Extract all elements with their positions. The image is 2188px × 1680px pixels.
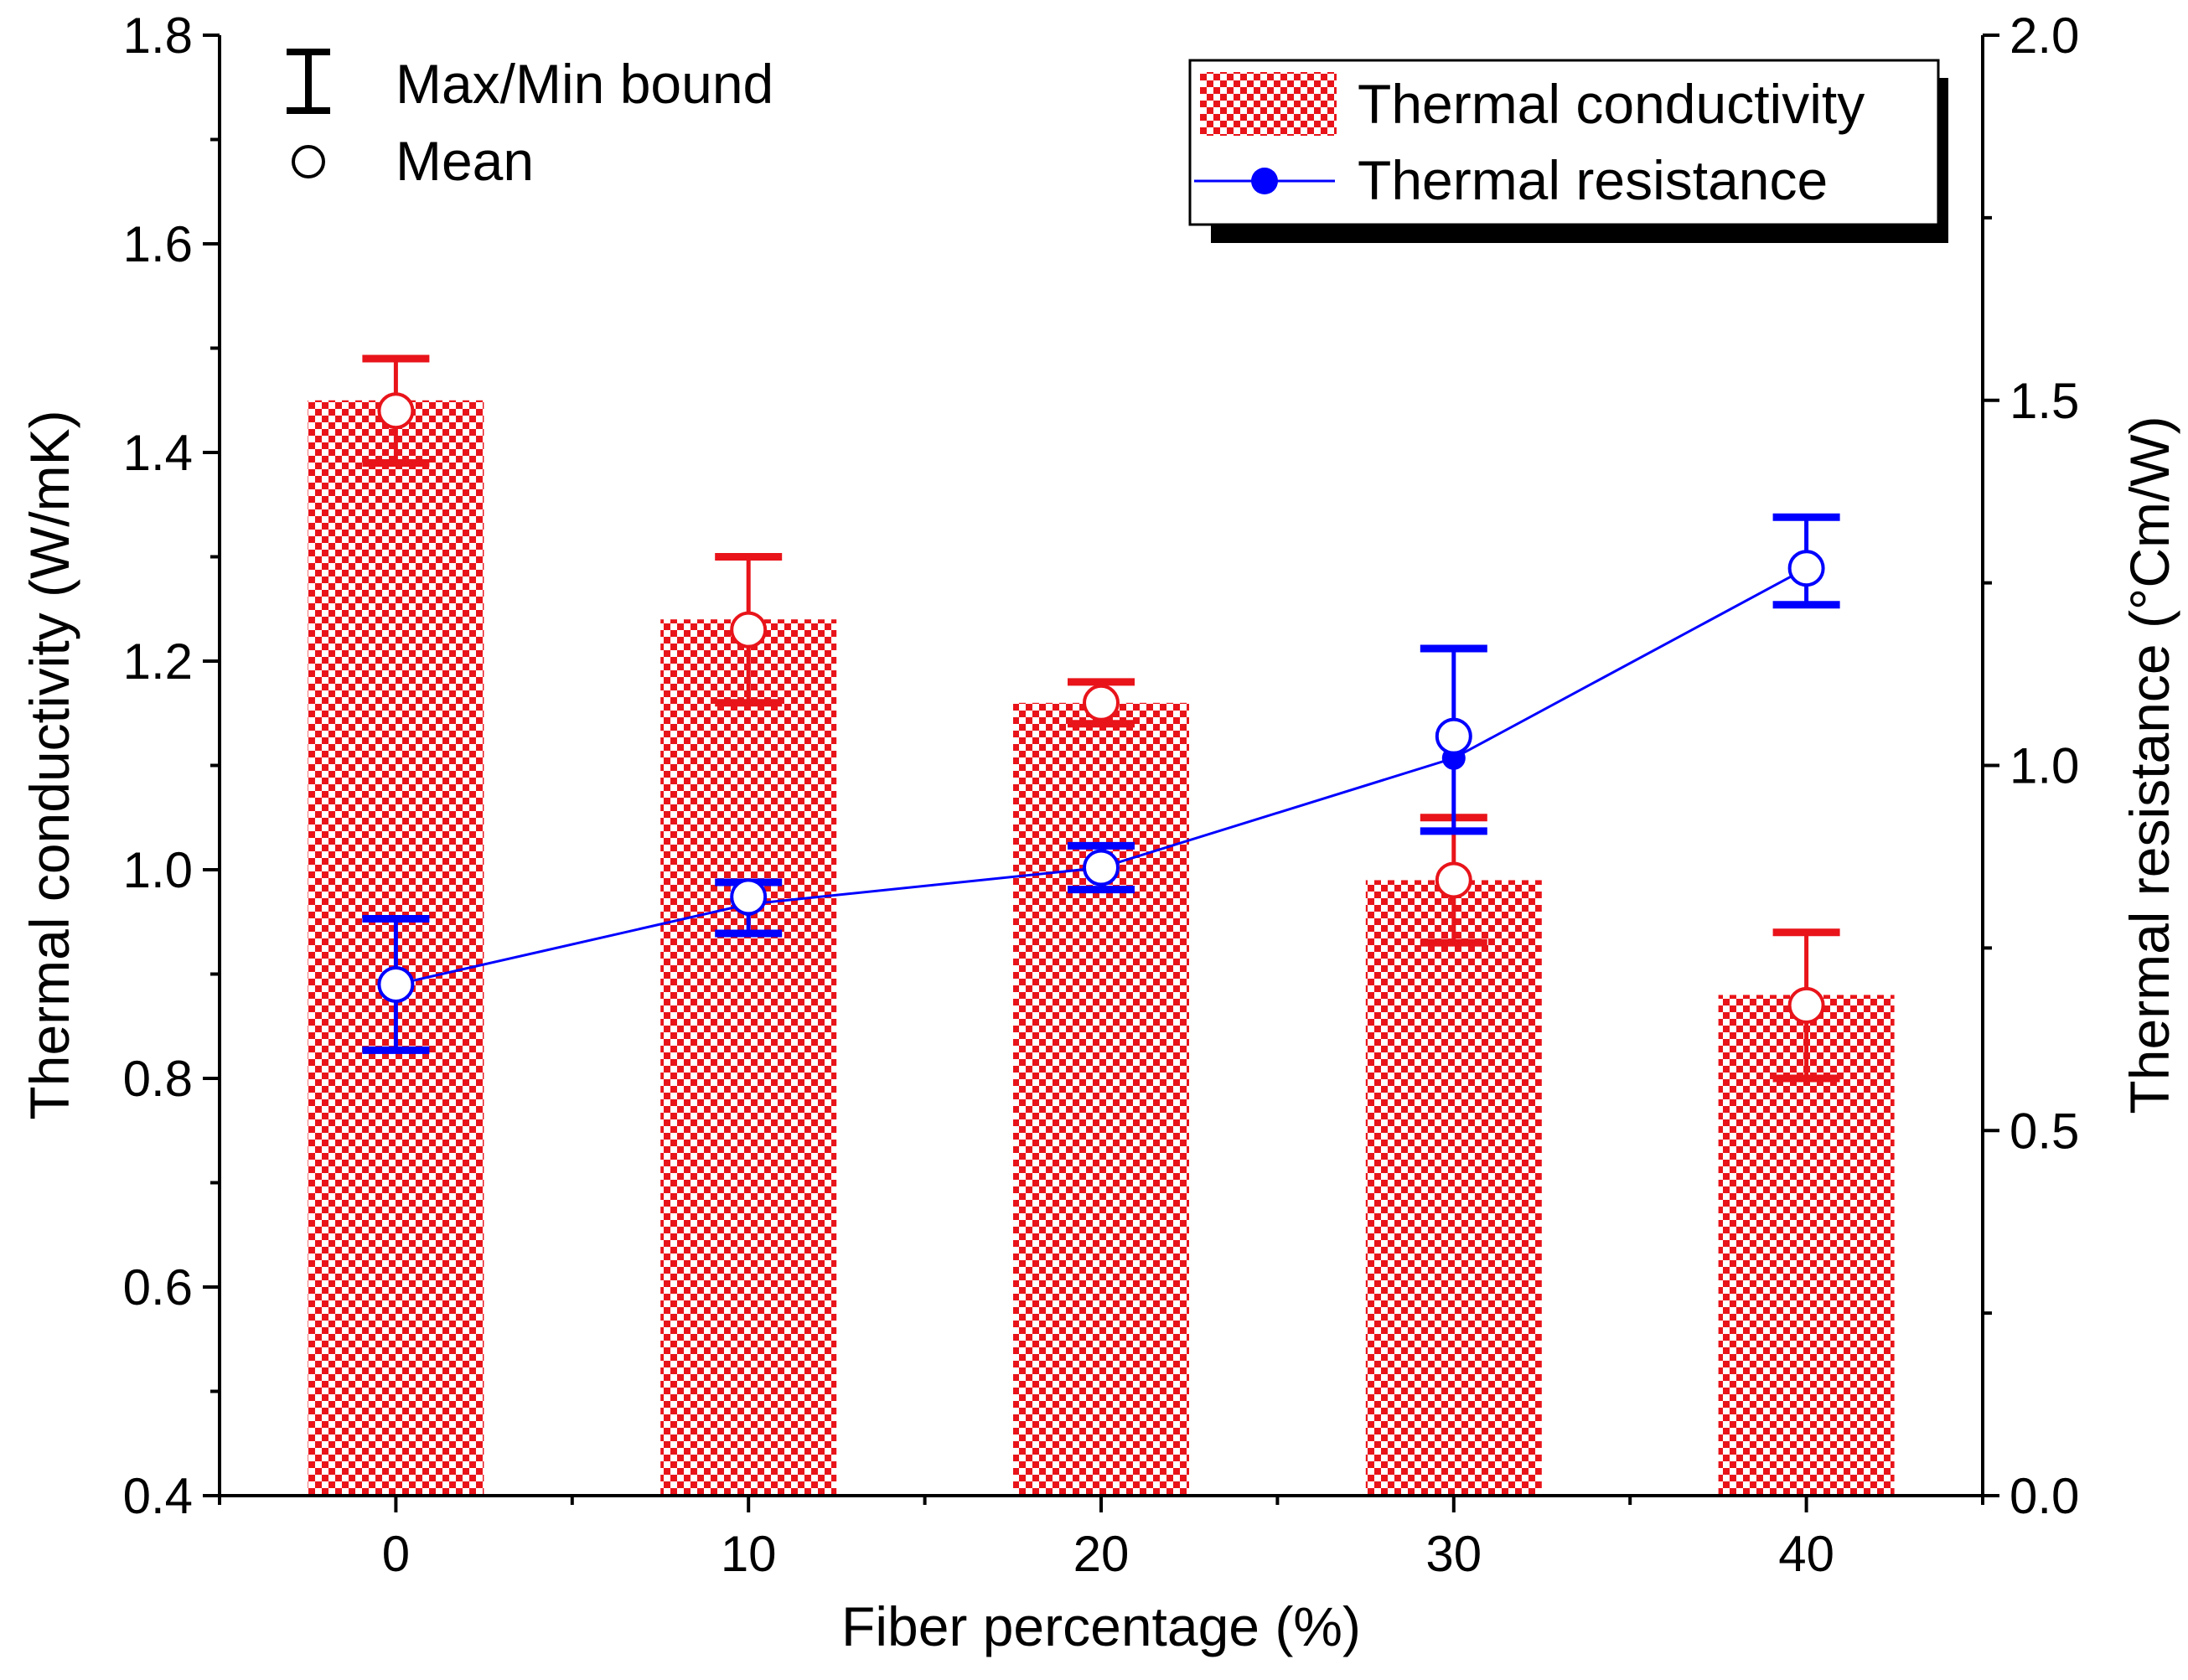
y-right-tick-label: 0.5 bbox=[2010, 1103, 2079, 1159]
conductivity-mean-0 bbox=[377, 392, 415, 430]
legend-bar-swatch bbox=[1200, 72, 1337, 136]
x-tick-label: 30 bbox=[1425, 1526, 1482, 1582]
legend-series: Thermal conductivity Thermal resistance bbox=[1188, 59, 1948, 243]
x-tick-label: 40 bbox=[1778, 1526, 1834, 1582]
y-right-tick-label: 1.5 bbox=[2010, 373, 2079, 429]
legend-errorbar-icon bbox=[287, 49, 330, 114]
legend-line-marker-icon bbox=[1251, 168, 1278, 194]
resistance-mean-40 bbox=[1787, 550, 1825, 587]
y-left-tick-label: 1.4 bbox=[123, 425, 193, 481]
legend-bar-label: Thermal conductivity bbox=[1358, 73, 1865, 135]
conductivity-mean-40 bbox=[1787, 986, 1825, 1024]
y-left-tick-label: 0.4 bbox=[123, 1468, 193, 1524]
resistance-mean-10 bbox=[730, 878, 768, 916]
legend-mean-icon bbox=[292, 145, 325, 178]
y-axis-right-title: Thermal resistance (°Cm/W) bbox=[2118, 416, 2180, 1114]
resistance-mean-0 bbox=[377, 965, 415, 1003]
y-left-tick-label: 0.8 bbox=[123, 1051, 193, 1107]
resistance-mean-20 bbox=[1083, 849, 1120, 887]
x-tick-label: 10 bbox=[721, 1526, 777, 1582]
bar-conductivity-10 bbox=[660, 619, 837, 1496]
x-tick-label: 20 bbox=[1073, 1526, 1130, 1582]
conductivity-mean-30 bbox=[1435, 861, 1472, 899]
y-left-tick-label: 1.6 bbox=[123, 216, 193, 272]
y-right-tick-label: 0.0 bbox=[2010, 1468, 2079, 1524]
bar-conductivity-20 bbox=[1013, 702, 1189, 1496]
x-tick-label: 0 bbox=[382, 1526, 410, 1582]
y-left-tick-label: 1.8 bbox=[123, 8, 193, 64]
bars-layer bbox=[308, 400, 1895, 1496]
legend-line-label: Thermal resistance bbox=[1358, 149, 1828, 211]
conductivity-mean-20 bbox=[1083, 684, 1120, 721]
y-left-tick-label: 0.6 bbox=[123, 1259, 193, 1316]
y-left-tick-label: 1.0 bbox=[123, 842, 193, 898]
legend-mean-label: Mean bbox=[396, 130, 534, 192]
markers-layer bbox=[377, 392, 1825, 1024]
y-left-tick-label: 1.2 bbox=[123, 633, 193, 690]
y-right-tick-label: 1.0 bbox=[2010, 738, 2079, 794]
x-axis-title: Fiber percentage (%) bbox=[841, 1595, 1361, 1657]
bar-conductivity-30 bbox=[1365, 880, 1542, 1496]
axis-labels: 0.4 0.6 0.8 1.0 1.2 1.4 1.6 1.8 0.0 0.5 1.0 1.5 2.0 0… bbox=[123, 8, 2080, 1582]
legend-errorbar-label: Max/Min bound bbox=[396, 53, 773, 115]
axis-ticks bbox=[203, 34, 1999, 1512]
conductivity-mean-10 bbox=[730, 611, 768, 649]
legend-stats: Max/Min bound Mean bbox=[287, 49, 773, 192]
resistance-mean-30 bbox=[1435, 717, 1472, 755]
y-right-tick-label: 2.0 bbox=[2010, 8, 2079, 64]
y-axis-left-title: Thermal conductivity (W/mK) bbox=[18, 410, 80, 1119]
